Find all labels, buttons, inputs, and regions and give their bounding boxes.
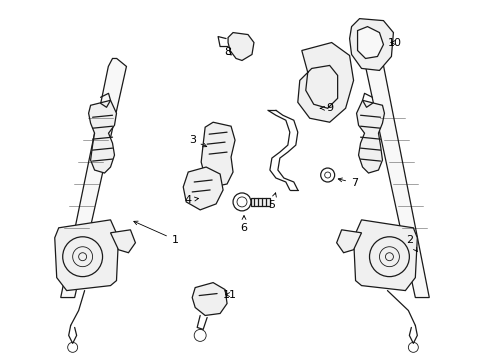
Text: 7: 7 xyxy=(338,178,357,188)
Polygon shape xyxy=(365,58,428,298)
Polygon shape xyxy=(55,220,118,291)
Text: 6: 6 xyxy=(240,216,247,233)
Text: 5: 5 xyxy=(268,193,276,210)
Text: 3: 3 xyxy=(188,135,206,147)
Polygon shape xyxy=(357,27,383,58)
Polygon shape xyxy=(192,283,226,315)
Text: 10: 10 xyxy=(386,37,401,48)
Polygon shape xyxy=(110,230,135,253)
Polygon shape xyxy=(297,42,353,122)
Text: 8: 8 xyxy=(224,48,231,58)
Polygon shape xyxy=(61,58,126,298)
Text: 1: 1 xyxy=(134,221,179,245)
Text: 4: 4 xyxy=(184,195,198,205)
Polygon shape xyxy=(88,100,116,173)
Polygon shape xyxy=(349,19,393,71)
Polygon shape xyxy=(183,167,223,210)
Polygon shape xyxy=(227,32,253,60)
Text: 11: 11 xyxy=(223,289,237,300)
Text: 2: 2 xyxy=(405,235,416,252)
Polygon shape xyxy=(250,198,269,206)
Polygon shape xyxy=(201,122,235,187)
Polygon shape xyxy=(353,220,416,291)
Polygon shape xyxy=(336,230,361,253)
Text: 9: 9 xyxy=(320,103,332,113)
Polygon shape xyxy=(356,100,384,173)
